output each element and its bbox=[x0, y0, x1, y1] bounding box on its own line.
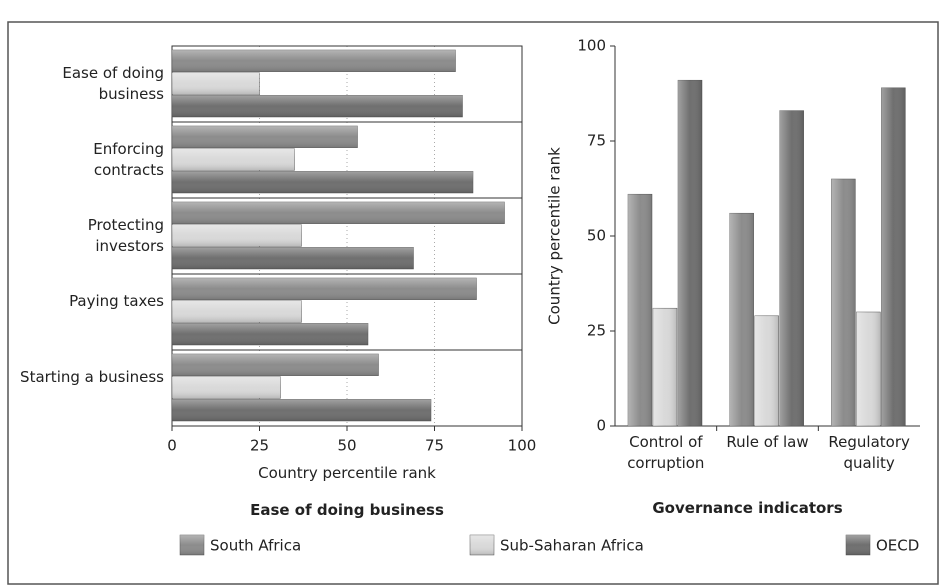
bar-shade bbox=[172, 300, 302, 323]
bar-shade bbox=[172, 171, 473, 193]
x-tick-label: 100 bbox=[508, 437, 537, 455]
bar-shade bbox=[172, 323, 368, 345]
category-label: Rule of law bbox=[726, 433, 809, 451]
bar-shade bbox=[172, 247, 414, 269]
legend-swatch-shade bbox=[846, 535, 870, 555]
category-label: Protecting investors bbox=[87, 216, 164, 255]
x-axis-label: Country percentile rank bbox=[258, 464, 436, 482]
bar-shade bbox=[172, 72, 260, 95]
legend-swatch-shade bbox=[180, 535, 204, 555]
x-tick-label: 75 bbox=[425, 437, 444, 455]
category-label: Ease of doing business bbox=[62, 64, 164, 103]
y-tick-label: 100 bbox=[577, 37, 606, 55]
bar-shade bbox=[172, 50, 456, 72]
bar-shade bbox=[172, 376, 281, 399]
y-tick-label: 50 bbox=[587, 227, 606, 245]
category-label: Enforcing contracts bbox=[93, 140, 164, 179]
bar-shade bbox=[653, 308, 677, 426]
bar-shade bbox=[172, 278, 477, 300]
category-label: Paying taxes bbox=[69, 292, 164, 310]
bar-shade bbox=[172, 95, 463, 117]
y-tick-label: 75 bbox=[587, 132, 606, 150]
category-label: Starting a business bbox=[20, 368, 164, 386]
x-tick-label: 0 bbox=[167, 437, 177, 455]
bar-shade bbox=[172, 202, 505, 224]
bar-shade bbox=[172, 148, 295, 171]
frame bbox=[7, 21, 939, 585]
bar-shade bbox=[678, 80, 702, 426]
bar-shade bbox=[831, 179, 856, 426]
chart-title: Governance indicators bbox=[652, 499, 843, 517]
bar-shade bbox=[172, 224, 302, 247]
legend-label: Sub-Saharan Africa bbox=[500, 537, 644, 555]
x-tick-label: 50 bbox=[337, 437, 356, 455]
legend-label: South Africa bbox=[210, 537, 301, 555]
bar-shade bbox=[729, 213, 754, 426]
bar-shade bbox=[172, 354, 379, 376]
bar-shade bbox=[172, 399, 431, 421]
bar-shade bbox=[779, 110, 804, 426]
bar-shade bbox=[172, 126, 358, 148]
category-label: Control of corruption bbox=[627, 433, 705, 472]
legend-label: OECD bbox=[876, 537, 919, 555]
bar-shade bbox=[628, 194, 652, 426]
y-tick-label: 25 bbox=[587, 322, 606, 340]
legend-swatch-shade bbox=[470, 535, 494, 555]
x-tick-label: 25 bbox=[250, 437, 269, 455]
bar-shade bbox=[754, 315, 779, 426]
bar-shade bbox=[856, 312, 881, 426]
bar-shade bbox=[881, 87, 906, 427]
chart-title: Ease of doing business bbox=[250, 501, 444, 519]
y-axis-label: Country percentile rank bbox=[546, 147, 564, 325]
y-tick-label: 0 bbox=[596, 417, 606, 435]
category-label: Regulatory quality bbox=[828, 433, 910, 472]
